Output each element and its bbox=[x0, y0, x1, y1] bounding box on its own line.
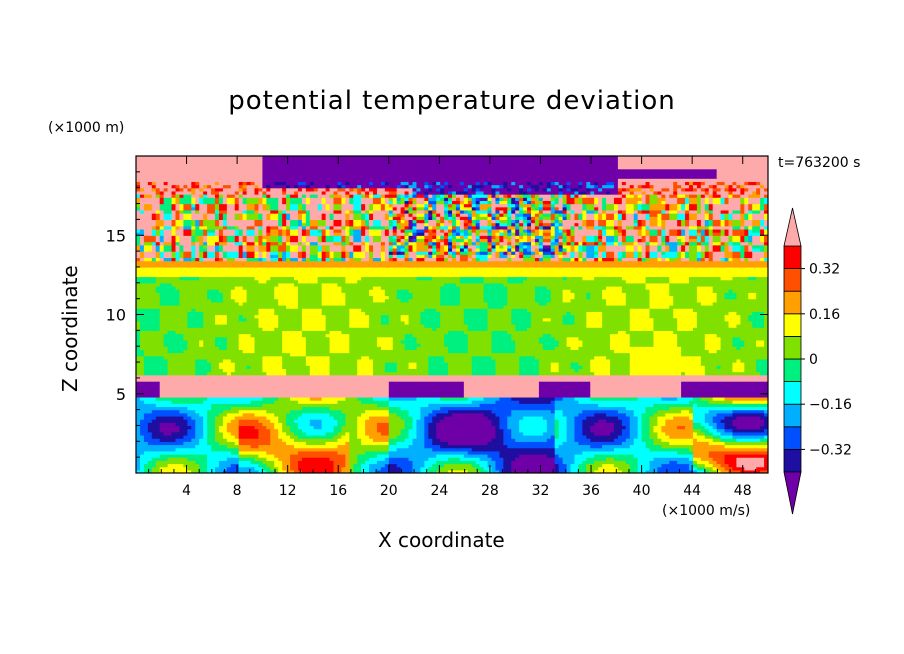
contour-field bbox=[136, 156, 769, 474]
